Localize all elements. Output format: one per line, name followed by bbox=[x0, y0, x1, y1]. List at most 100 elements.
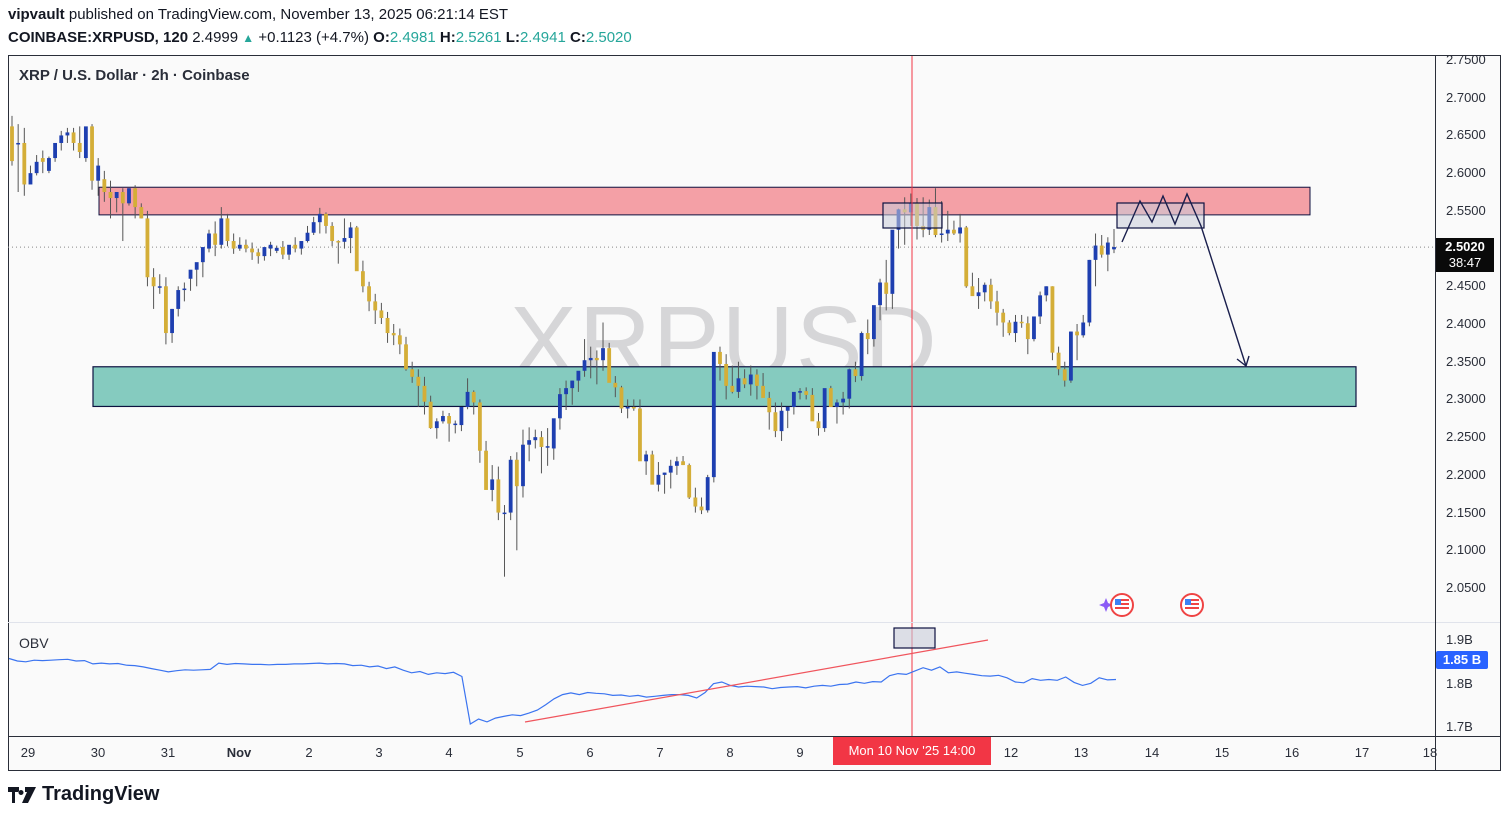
price-tick: 2.7000 bbox=[1446, 89, 1486, 105]
candle-body bbox=[213, 233, 218, 245]
time-tick: 31 bbox=[160, 745, 176, 760]
candle-body bbox=[687, 465, 692, 498]
candle-body bbox=[96, 165, 101, 181]
candle-body bbox=[244, 244, 248, 249]
last-price: 2.4999 bbox=[192, 29, 239, 46]
candle-body bbox=[767, 397, 772, 413]
time-tick: 15 bbox=[1214, 745, 1230, 760]
price-change: +0.1123 (+4.7%) bbox=[258, 29, 369, 46]
candle-body bbox=[656, 474, 661, 485]
candle-body bbox=[410, 369, 415, 377]
candle-body bbox=[1001, 312, 1006, 323]
candle-body bbox=[164, 286, 168, 334]
candle-body bbox=[773, 412, 778, 432]
candle-body bbox=[588, 357, 593, 361]
published-text: published on TradingView.com, November 1… bbox=[68, 6, 509, 23]
close-label: C: bbox=[570, 29, 586, 46]
candle-body bbox=[207, 233, 211, 249]
candle-body bbox=[287, 244, 291, 255]
candle-body bbox=[521, 444, 525, 487]
time-tick: 14 bbox=[1144, 745, 1160, 760]
candle-body bbox=[798, 391, 802, 393]
obv-tick: 1.7B bbox=[1446, 719, 1473, 734]
candle-body bbox=[644, 454, 649, 462]
candle-body bbox=[939, 233, 944, 235]
candle-body bbox=[1105, 242, 1110, 255]
candle-body bbox=[576, 370, 581, 381]
candle-body bbox=[1093, 245, 1098, 260]
candle-body bbox=[40, 158, 45, 162]
candle-body bbox=[970, 286, 975, 297]
candle-body bbox=[397, 335, 402, 345]
candle-body bbox=[145, 218, 150, 278]
candle-body bbox=[705, 477, 710, 511]
candle-body bbox=[237, 244, 242, 249]
candle-body bbox=[385, 317, 390, 334]
candle-body bbox=[490, 479, 495, 490]
candle-body bbox=[102, 179, 107, 193]
price-axis-border bbox=[1435, 56, 1436, 770]
pane-separator[interactable] bbox=[8, 622, 1500, 623]
publisher-name[interactable]: vipvault bbox=[8, 6, 65, 23]
obv-indicator-label[interactable]: OBV bbox=[19, 635, 49, 651]
candle-body bbox=[428, 401, 433, 429]
candle-body bbox=[90, 126, 94, 181]
low-label: L: bbox=[505, 29, 520, 46]
flag-stripe bbox=[1185, 599, 1199, 601]
candle-body bbox=[28, 173, 33, 185]
candle-body bbox=[638, 408, 642, 462]
candle-body bbox=[748, 374, 753, 385]
time-tick: 7 bbox=[656, 745, 664, 760]
candle-body bbox=[53, 142, 58, 159]
flag-canton bbox=[1115, 599, 1121, 605]
candle-body bbox=[367, 286, 371, 302]
flag-stripe bbox=[1115, 607, 1129, 609]
tradingview-logo[interactable]: TradingView bbox=[8, 783, 159, 806]
close-value: 2.5020 bbox=[585, 29, 632, 46]
candle-body bbox=[22, 142, 27, 185]
flag-canton bbox=[1185, 599, 1191, 605]
candle-body bbox=[607, 348, 612, 383]
symbol-name[interactable]: COINBASE:XRPUSD, 120 bbox=[8, 29, 189, 46]
obv-highlight-box bbox=[893, 627, 936, 649]
candle-body bbox=[1032, 316, 1036, 340]
open-label: O: bbox=[373, 29, 390, 46]
candle-body bbox=[330, 225, 335, 242]
time-tick: 8 bbox=[726, 745, 734, 760]
candle-body bbox=[83, 126, 88, 159]
candle-body bbox=[724, 363, 729, 386]
candle-body bbox=[157, 286, 162, 288]
candle-body bbox=[601, 348, 605, 361]
candle-body bbox=[170, 308, 174, 334]
candle-body bbox=[847, 369, 852, 399]
time-tick: Nov bbox=[226, 745, 252, 760]
candle-body bbox=[311, 222, 316, 233]
time-tick: 12 bbox=[1003, 745, 1019, 760]
candle-body bbox=[594, 357, 599, 361]
resistance-zone bbox=[98, 186, 1311, 216]
candle-body bbox=[822, 388, 827, 429]
tradingview-logo-icon bbox=[8, 786, 36, 803]
candle-body bbox=[650, 454, 655, 485]
candle-body bbox=[484, 450, 488, 490]
time-tick: 9 bbox=[796, 745, 804, 760]
time-tick: 4 bbox=[445, 745, 453, 760]
candle-body bbox=[373, 301, 378, 311]
candle-body bbox=[465, 391, 470, 407]
candle-body bbox=[280, 247, 285, 255]
candle-body bbox=[779, 410, 784, 432]
candle-body bbox=[293, 244, 298, 249]
candle-body bbox=[139, 207, 144, 219]
candle-body bbox=[945, 229, 950, 234]
symbol-info-bar: COINBASE:XRPUSD, 120 2.4999 ▲ +0.1123 (+… bbox=[8, 29, 632, 46]
flag-stripe bbox=[1115, 599, 1129, 601]
candle-body bbox=[379, 310, 384, 318]
candle-body bbox=[108, 192, 113, 199]
last-price-value: 2.5020 bbox=[1445, 239, 1485, 254]
candle-body bbox=[416, 376, 421, 386]
candle-body bbox=[441, 416, 445, 422]
candle-body bbox=[508, 459, 513, 513]
candle-body bbox=[736, 378, 741, 392]
high-label: H: bbox=[439, 29, 456, 46]
